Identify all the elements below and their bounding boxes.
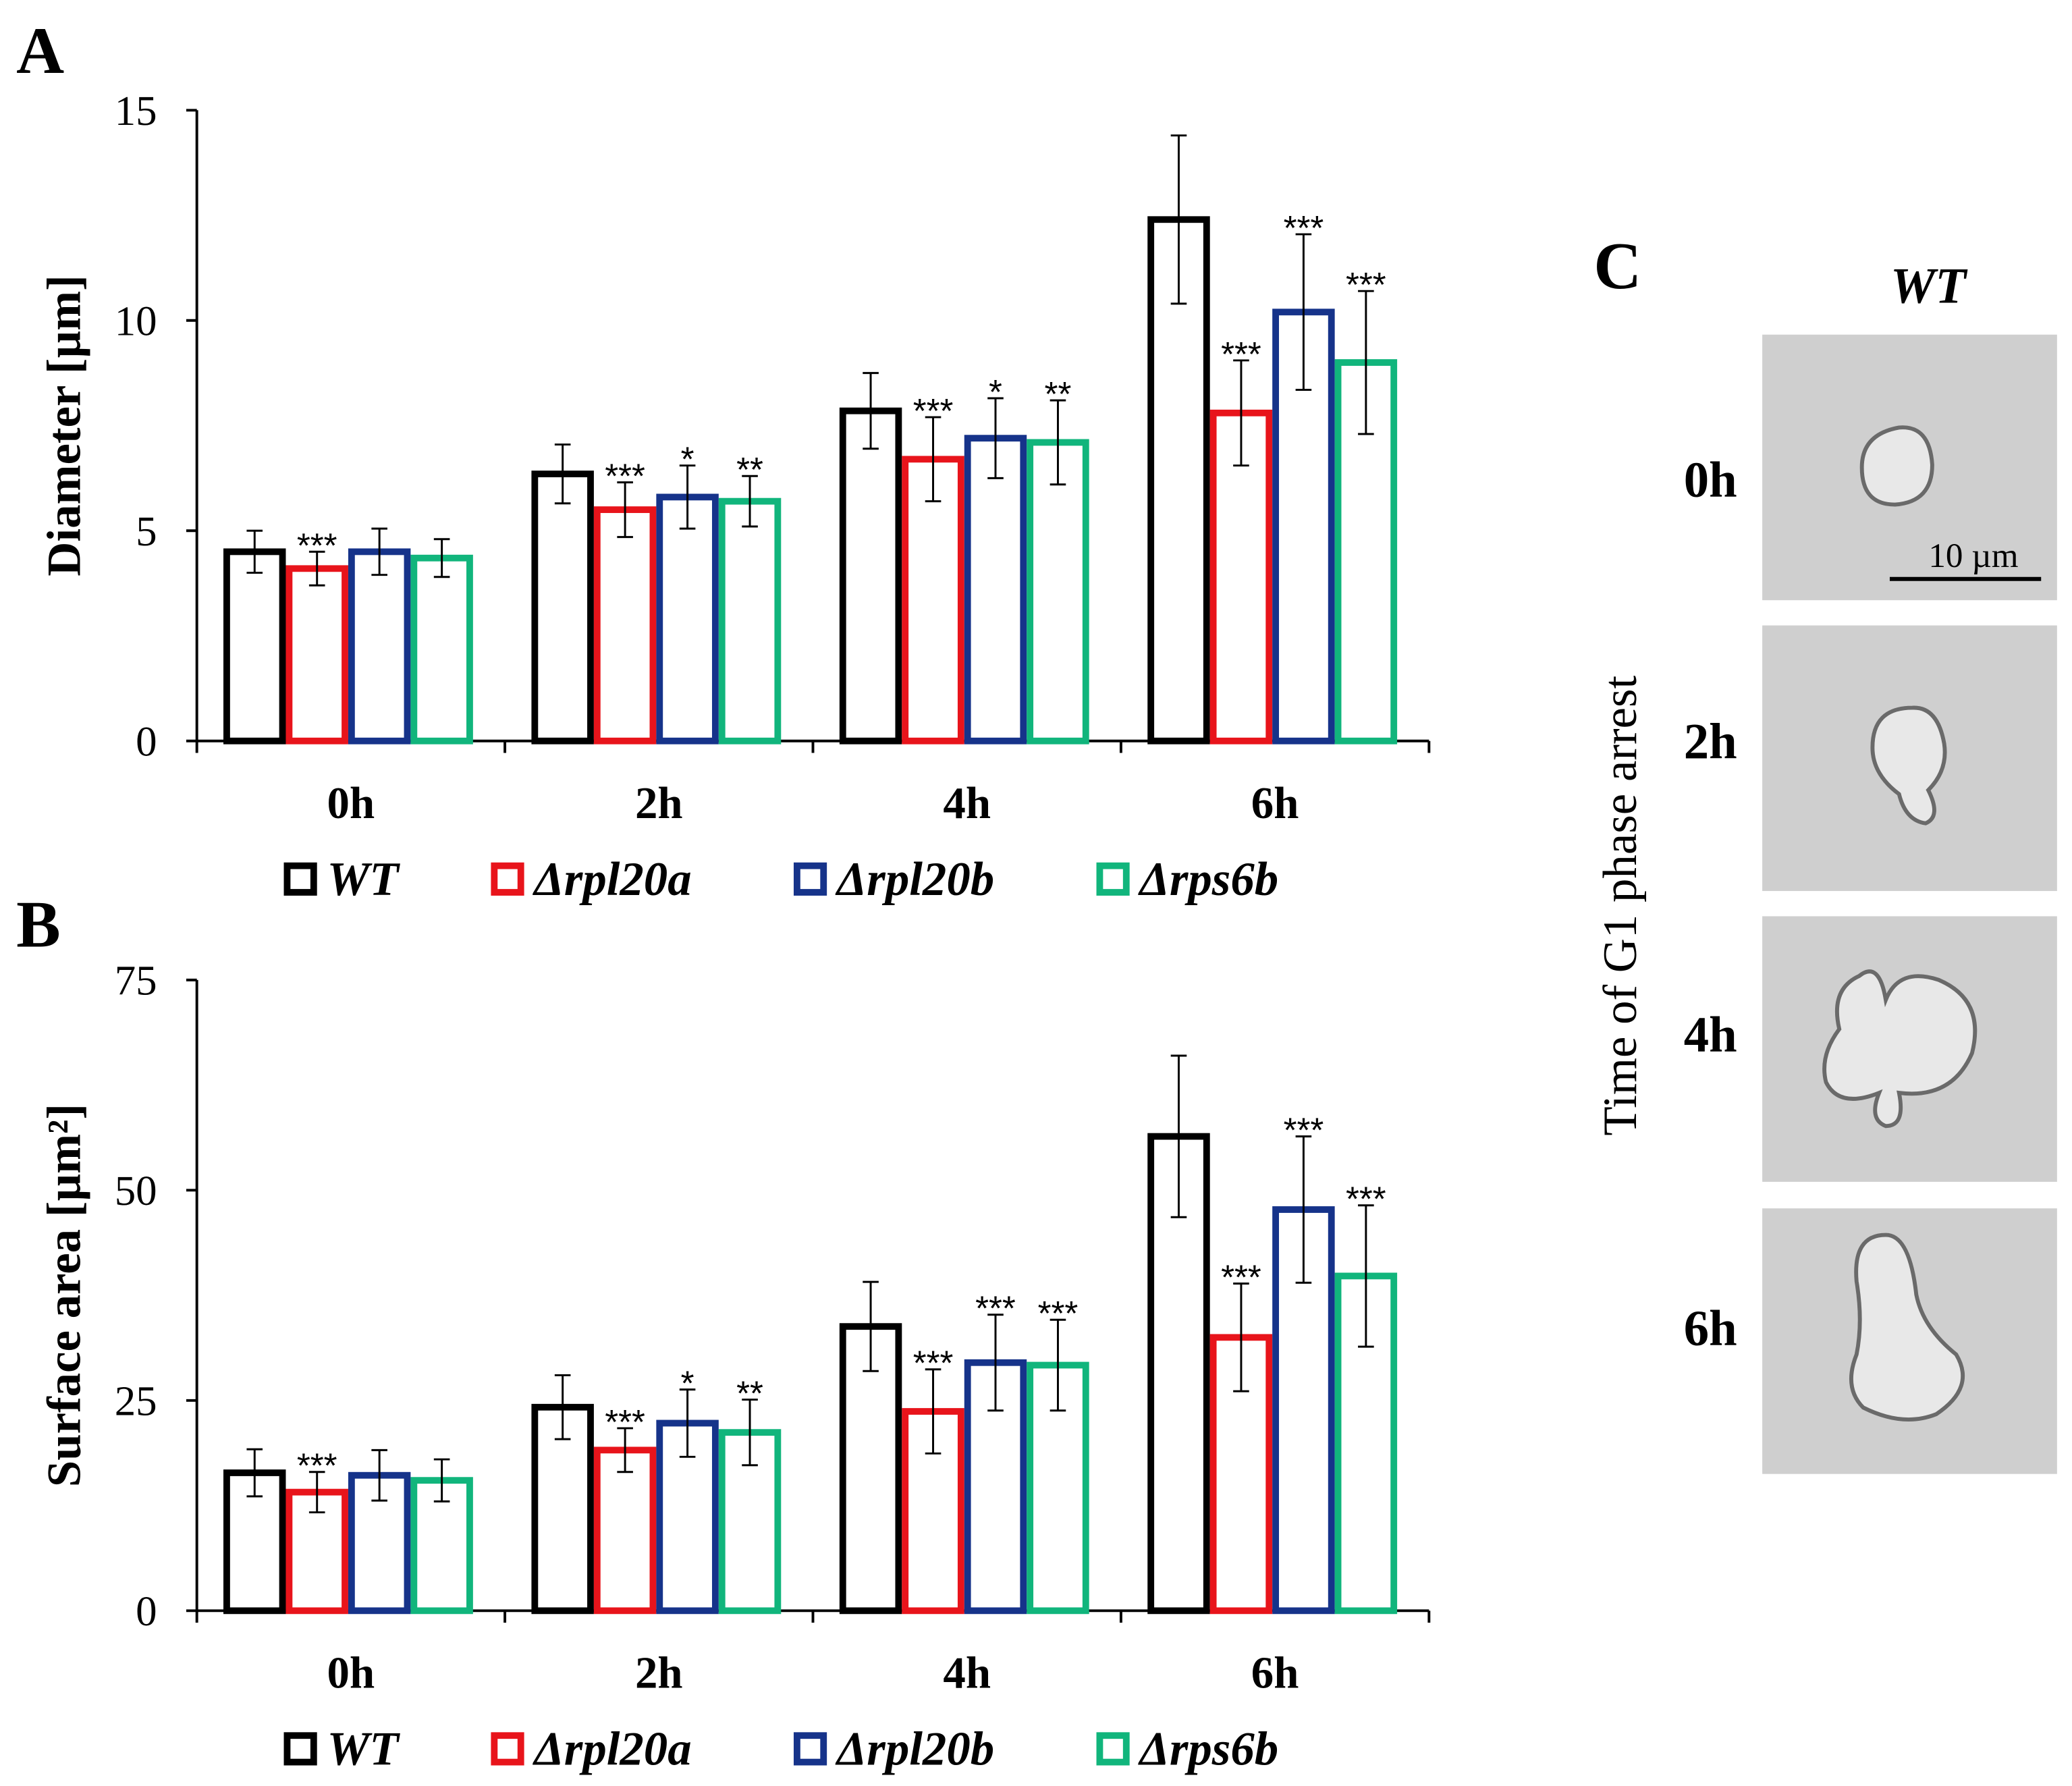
panel-label: A [16,14,64,88]
x-tick-label: 6h [1251,778,1299,828]
y-tick-label: 0 [136,1588,157,1635]
row-label: 2h [1684,713,1737,769]
significance-label: *** [1346,265,1386,304]
cell-shape [1870,705,1947,826]
y-tick-label: 0 [136,718,157,765]
bar [223,548,286,745]
bar [348,548,411,745]
legend-label: WT [327,853,400,906]
legend-swatch [283,1732,317,1766]
legend-swatch [491,862,524,896]
significance-label: *** [1346,1180,1386,1218]
legend-label: Δrps6b [1137,1723,1278,1776]
significance-label: *** [1284,1110,1324,1149]
legend-label: Δrpl20b [835,853,994,906]
significance-label: *** [605,1403,645,1441]
significance-label: ** [1045,375,1072,413]
panel-label: B [16,888,61,962]
bar [593,1446,657,1615]
legend-swatch [1096,1732,1130,1766]
x-tick-label: 2h [635,1648,683,1698]
row-label: 4h [1684,1007,1737,1063]
panel-c: C WT Time of G1 phase arrest 0h 2h 4h 6h 10 … [1593,229,2057,1474]
scale-bar-label: 10 µm [1928,537,2018,575]
cell-shape [1822,969,1978,1129]
x-tick-label: 4h [943,1648,991,1698]
cell-shape [1849,1233,1965,1422]
bar [1147,216,1210,745]
significance-label: *** [913,1344,954,1382]
panel-c-label: C [1593,229,1641,303]
y-tick-label: 10 [115,297,157,344]
y-tick-label: 50 [115,1167,157,1214]
y-tick-label: 5 [136,508,157,555]
significance-label: *** [1221,335,1261,373]
legend-label: Δrps6b [1137,853,1278,906]
significance-label: *** [1284,209,1324,247]
x-tick-label: 0h [327,778,375,828]
row-label: 0h [1684,452,1737,508]
bar [718,497,782,745]
bar [410,554,473,745]
significance-label: * [681,440,694,479]
bar [839,1323,902,1615]
y-axis-label: Surface area [µm²] [38,1104,91,1487]
significance-label: *** [297,1446,337,1485]
panel-c-ylabel: Time of G1 phase arrest [1594,675,1647,1135]
bar [839,407,902,745]
legend-label: Δrpl20a [532,853,691,906]
bar [964,435,1027,745]
bar [531,470,594,745]
bar [1027,439,1089,745]
legend-swatch [491,1732,524,1766]
significance-label: *** [605,456,645,495]
legend-label: WT [327,1723,400,1776]
panel-c-title: WT [1890,259,1968,315]
cell-shape [1859,425,1934,507]
legend-label: Δrpl20a [532,1723,691,1776]
significance-label: *** [1221,1258,1261,1297]
y-tick-label: 15 [115,87,157,134]
significance-label: ** [736,450,763,489]
bar [593,506,657,745]
x-tick-label: 6h [1251,1648,1299,1698]
y-tick-label: 75 [115,956,157,1004]
significance-label: *** [1038,1294,1079,1332]
row-label: 6h [1684,1301,1737,1357]
legend-swatch [793,862,827,896]
bar [285,565,348,745]
y-tick-label: 25 [115,1377,157,1424]
significance-label: *** [297,526,337,564]
x-tick-label: 0h [327,1648,375,1698]
legend-swatch [283,862,317,896]
significance-label: *** [913,391,954,430]
x-tick-label: 4h [943,778,991,828]
significance-label: ** [736,1374,763,1412]
bar [656,493,719,745]
significance-label: * [681,1364,694,1403]
legend-swatch [793,1732,827,1766]
legend-label: Δrpl20b [835,1723,994,1776]
significance-label: *** [975,1289,1016,1328]
y-axis-label: Diameter [µm] [38,275,91,576]
legend-swatch [1096,862,1130,896]
significance-label: * [989,373,1002,411]
x-tick-label: 2h [635,778,683,828]
